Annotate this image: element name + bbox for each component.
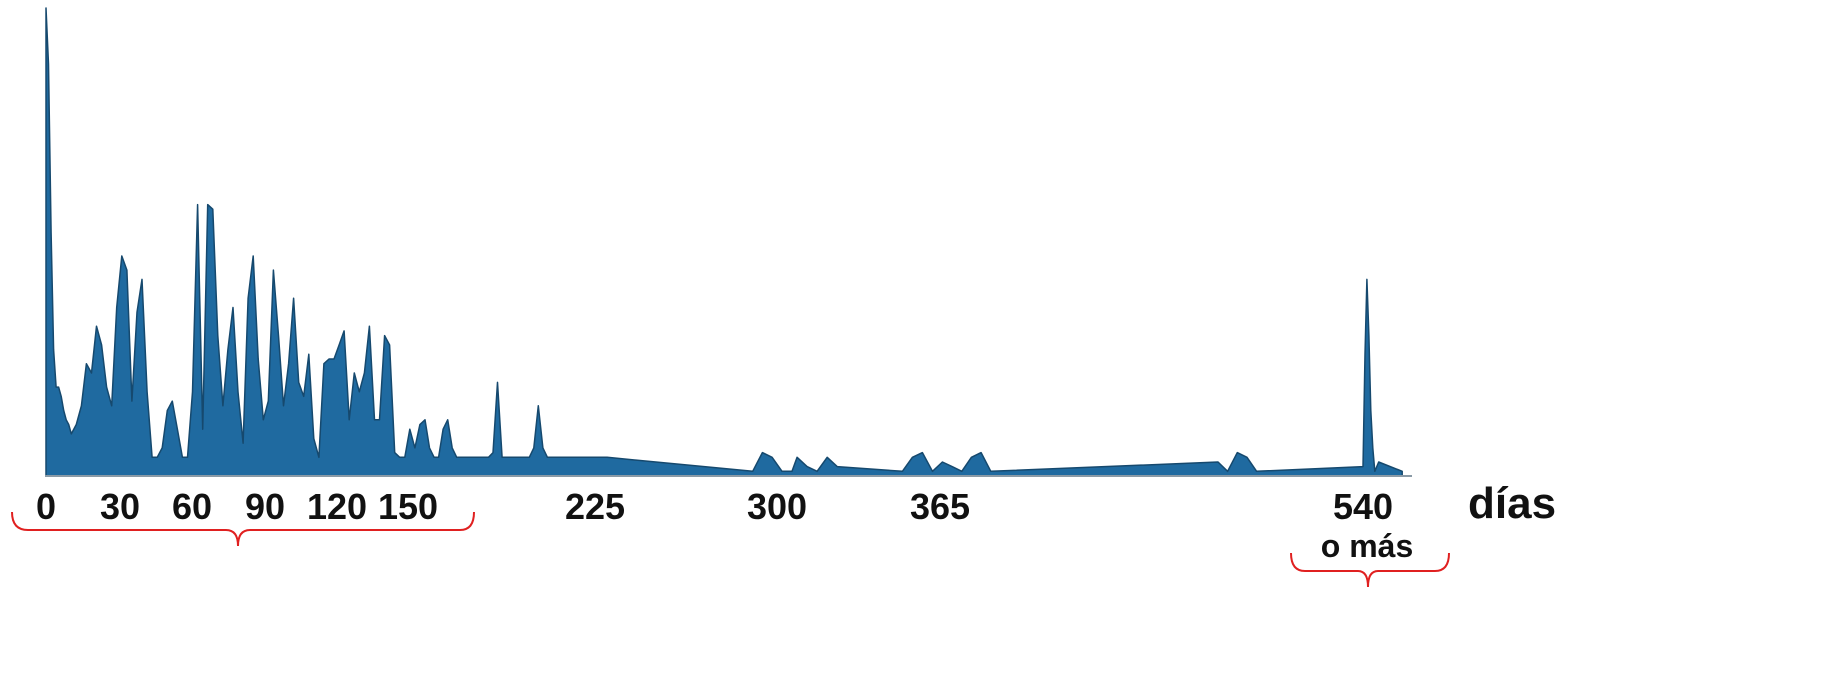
x-tick-label: 300 xyxy=(747,486,807,527)
x-tick-label: 120 xyxy=(307,486,367,527)
bracket-540-plus xyxy=(1290,552,1450,588)
x-tick-label: 150 xyxy=(378,486,438,527)
x-tick-labels: 0 30 60 90 120 150 225 300 365 540 xyxy=(36,486,1393,527)
x-tick-label: 90 xyxy=(245,486,285,527)
x-tick-label: 30 xyxy=(100,486,140,527)
x-tick-label: 60 xyxy=(172,486,212,527)
x-tick-label: 540 xyxy=(1333,486,1393,527)
x-axis-label: días xyxy=(1468,479,1556,528)
area-series xyxy=(45,7,1403,477)
x-tick-label: 225 xyxy=(565,486,625,527)
x-tick-note: o más xyxy=(1321,528,1413,564)
x-tick-label: 365 xyxy=(910,486,970,527)
area-fill xyxy=(45,7,1403,477)
bracket-0-150 xyxy=(11,511,475,547)
x-tick-label: 0 xyxy=(36,486,56,527)
